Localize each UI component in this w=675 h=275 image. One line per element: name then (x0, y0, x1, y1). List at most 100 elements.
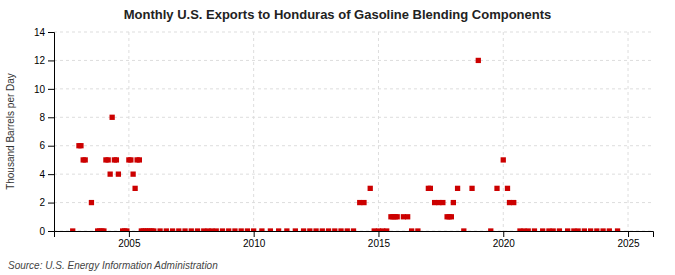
y-grid-line (54, 32, 653, 33)
point (301, 228, 306, 231)
point (78, 143, 83, 148)
x-axis-line (55, 232, 654, 238)
y-tick-label: 14 (34, 27, 46, 38)
points (70, 58, 620, 231)
y-tick: 12 (34, 55, 54, 66)
x-tick: 2005 (118, 231, 141, 249)
y-tick-mark (48, 89, 54, 90)
y-grid-line (54, 60, 653, 61)
point (451, 200, 456, 205)
point (607, 228, 612, 231)
point (83, 157, 88, 162)
y-axis-line (48, 33, 55, 232)
point (501, 157, 506, 162)
y-grid-line (54, 202, 653, 203)
y-axis: 0 2 4 6 8 10 12 14 (34, 27, 55, 237)
point (326, 228, 331, 231)
point (476, 58, 481, 63)
point (70, 228, 75, 231)
point (540, 228, 545, 231)
y-grid-line (54, 174, 653, 175)
point (575, 228, 580, 231)
point (307, 228, 312, 231)
x-tick-label: 2015 (368, 238, 391, 249)
x-tick: 2020 (493, 231, 516, 249)
point (195, 228, 200, 231)
x-tick: 2015 (368, 231, 391, 249)
y-tick-mark (48, 117, 54, 118)
x-tick-mark (254, 231, 255, 237)
x-tick-label: 2010 (243, 238, 266, 249)
point (114, 157, 119, 162)
x-tick-label: 2025 (617, 238, 640, 249)
y-tick-mark (48, 174, 54, 175)
y-tick: 14 (34, 27, 54, 38)
point (488, 228, 493, 231)
point (268, 228, 273, 231)
y-tick-mark (48, 32, 54, 33)
y-grid-line (54, 145, 653, 146)
y-tick-label: 6 (39, 140, 45, 151)
x-grid-line (253, 32, 254, 231)
point (108, 171, 113, 176)
point (384, 228, 389, 231)
point (582, 228, 587, 231)
y-tick-mark (48, 60, 54, 61)
point (176, 228, 181, 231)
point (137, 157, 142, 162)
point (449, 214, 454, 219)
point (106, 157, 111, 162)
x-tick-label: 2020 (493, 238, 516, 249)
point (245, 228, 250, 231)
point (284, 228, 289, 231)
y-tick-mark (48, 146, 54, 147)
point (232, 228, 237, 231)
chart: 2005201020152020202502468101214Monthly U… (0, 0, 675, 275)
y-tick-mark (48, 231, 54, 232)
point (157, 228, 162, 231)
point (557, 228, 562, 231)
point (368, 186, 373, 191)
point (526, 228, 531, 231)
point (594, 228, 599, 231)
annotation: Source: U.S. Energy Information Administ… (8, 260, 218, 271)
point (128, 157, 133, 162)
x-tick-mark (129, 231, 130, 237)
y-grid-line (54, 88, 653, 89)
x-tick-mark (503, 231, 504, 237)
point (251, 228, 256, 231)
x-tick: 2010 (243, 231, 266, 249)
point (551, 228, 556, 231)
point (182, 228, 187, 231)
point (588, 228, 593, 231)
y-tick: 10 (34, 84, 54, 95)
point (532, 228, 537, 231)
point (214, 228, 219, 231)
point (361, 200, 366, 205)
y-tick-label: 4 (39, 169, 45, 180)
y-grid-line (54, 117, 653, 118)
point (494, 186, 499, 191)
x-tick-mark (378, 231, 379, 237)
point (110, 115, 115, 120)
y-axis-label: Thousand Barrels per Day (5, 73, 16, 190)
point (124, 228, 129, 231)
y-tick-label: 8 (39, 112, 45, 123)
x-grid-line (628, 32, 629, 231)
point (332, 228, 337, 231)
point (101, 228, 106, 231)
y-tick-label: 2 (39, 197, 45, 208)
point (116, 171, 121, 176)
point (259, 228, 264, 231)
x-tick-mark (628, 231, 629, 237)
y-tick: 4 (39, 169, 54, 180)
point (469, 186, 474, 191)
point (505, 186, 510, 191)
point (440, 200, 445, 205)
point (409, 228, 414, 231)
point (320, 228, 325, 231)
x-grid-line (503, 32, 504, 231)
point (428, 186, 433, 191)
y-tick: 0 (39, 226, 54, 237)
point (615, 228, 620, 231)
